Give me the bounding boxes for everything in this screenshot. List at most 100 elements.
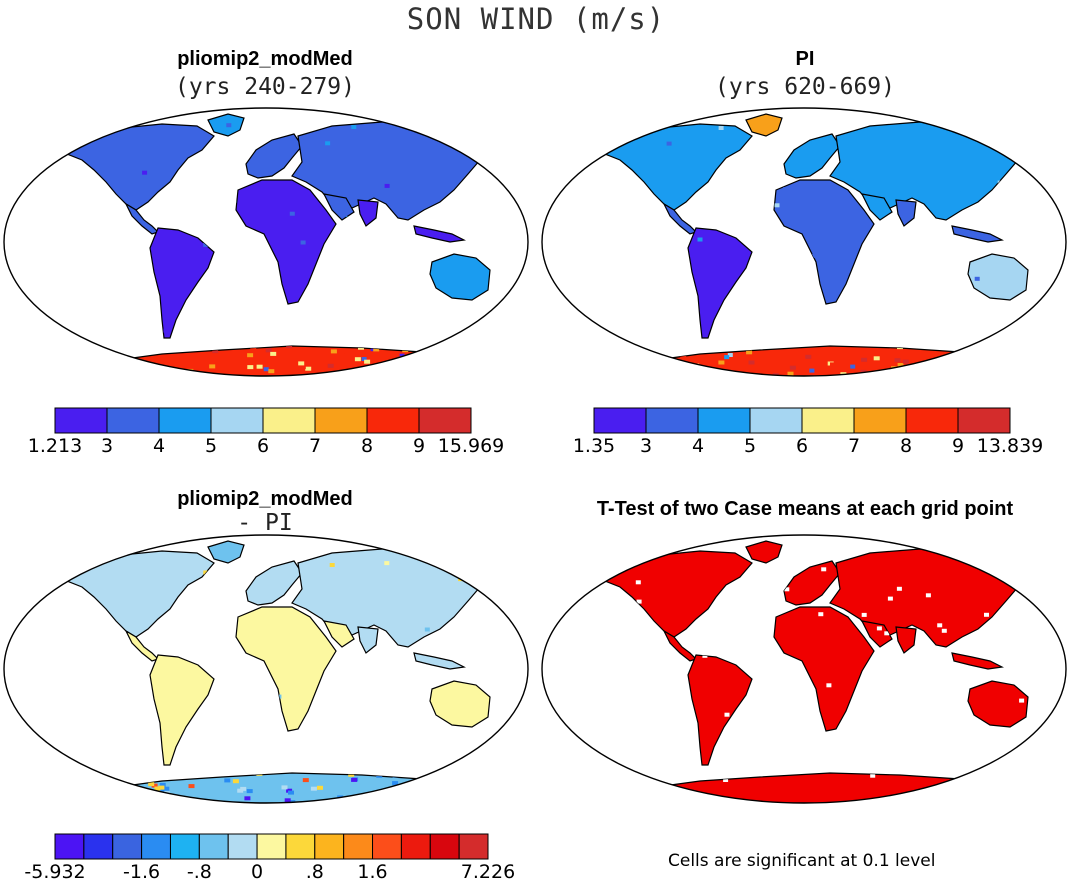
colorbar-tick-label: 5 — [743, 435, 757, 457]
colorbar-swatch — [749, 407, 803, 434]
colorbar-tick-label: 15.969 — [437, 435, 505, 457]
colorbar-tick-label: 0 — [251, 861, 264, 883]
colorbar-swatch — [285, 833, 316, 860]
colorbar-tick-label: 13.839 — [976, 435, 1044, 457]
colorbar-swatch — [227, 833, 258, 860]
colorbar-tick-label: 7 — [308, 435, 322, 457]
land-arabia — [860, 193, 893, 221]
colorbar-tick-label: -1.6 — [123, 861, 161, 883]
colorbar-swatch — [262, 407, 316, 434]
land-seAsiaIslands — [413, 225, 466, 243]
land-southAmerica — [687, 227, 753, 339]
colorbar-tick-label: 9 — [951, 435, 965, 457]
land-northAmerica — [60, 550, 215, 638]
colorbar-swatch — [83, 833, 114, 860]
land-southAmerica — [149, 227, 215, 339]
panel-1-subtitle: (yrs 240-279) — [174, 74, 355, 100]
colorbar-swatch — [418, 407, 472, 434]
map-border — [541, 534, 1067, 804]
colorbar-tick-label: 7.226 — [460, 861, 516, 883]
land-africa — [235, 179, 337, 305]
panel-4-title: T-Test of two Case means at each grid po… — [596, 498, 1014, 520]
figure-title: SON WIND (m/s) — [406, 2, 666, 36]
colorbar-tick-label: -.8 — [186, 861, 212, 883]
panel-3-subtitle: - PI — [237, 510, 293, 536]
land-india — [357, 199, 379, 227]
colorbar-tick-label: -5.932 — [24, 861, 86, 883]
map-border — [3, 534, 529, 804]
colorbar-swatch — [372, 833, 402, 860]
colorbar-swatch — [54, 833, 85, 860]
colorbar-swatch — [458, 833, 489, 860]
colorbar-swatch — [141, 833, 171, 860]
colorbar-tick-label: .8 — [305, 861, 324, 883]
colorbar-panel-3 — [54, 833, 489, 860]
land-southAmerica — [149, 654, 215, 766]
land-australia — [967, 680, 1029, 728]
map-panel-1 — [3, 107, 529, 377]
colorbar-swatch — [256, 833, 287, 860]
colorbar-tick-label: 1.6 — [357, 861, 388, 883]
colorbar-panel-2 — [593, 407, 1011, 434]
land-africa — [773, 179, 875, 305]
colorbar-swatch — [905, 407, 959, 434]
land-australia — [429, 253, 491, 301]
colorbar-tick-label: 4 — [152, 435, 166, 457]
colorbar-swatch — [400, 833, 431, 860]
land-greenland — [207, 540, 245, 564]
colorbar-tick-label: 8 — [899, 435, 913, 457]
colorbar-tick-label: 3 — [100, 435, 114, 457]
land-india — [895, 199, 917, 227]
colorbar-swatch — [343, 833, 374, 860]
colorbar-swatch — [645, 407, 699, 434]
colorbar-tick-label: 9 — [412, 435, 426, 457]
land-europe — [783, 560, 841, 606]
land-greenland — [745, 540, 783, 564]
panel-2-title: PI — [795, 48, 815, 70]
colorbar-swatch — [366, 407, 420, 434]
colorbar-swatch — [314, 833, 345, 860]
colorbar-swatch — [429, 833, 460, 860]
colorbar-tick-label: 3 — [639, 435, 653, 457]
land-seAsiaIslands — [413, 652, 466, 670]
colorbar-swatch — [158, 407, 212, 434]
land-africa — [235, 606, 337, 732]
significance-note: Cells are significant at 0.1 level — [668, 851, 936, 871]
land-australia — [429, 680, 491, 728]
colorbar-swatch — [198, 833, 229, 860]
map-border — [541, 107, 1067, 377]
colorbar-swatch — [801, 407, 855, 434]
colorbar-tick-label: 6 — [795, 435, 809, 457]
land-europe — [245, 133, 303, 179]
land-southAmerica — [687, 654, 753, 766]
land-arabia — [860, 620, 893, 648]
colorbar-swatch — [853, 407, 907, 434]
colorbar-swatch — [54, 407, 108, 434]
map-panel-2 — [541, 107, 1067, 377]
colorbar-panel-1 — [54, 407, 472, 434]
colorbar-tick-label: 5 — [204, 435, 218, 457]
colorbar-swatch — [106, 407, 160, 434]
land-greenland — [207, 113, 245, 137]
colorbar-tick-label: 1.35 — [572, 435, 616, 457]
colorbar-swatch — [593, 407, 647, 434]
map-panel-3 — [3, 534, 529, 804]
land-seAsiaIslands — [951, 225, 1004, 243]
land-europe — [245, 560, 303, 606]
colorbar-tick-label: 4 — [691, 435, 705, 457]
land-northAmerica — [598, 123, 753, 211]
colorbar-swatch — [697, 407, 751, 434]
land-northAmerica — [598, 550, 753, 638]
colorbar-tick-label: 6 — [256, 435, 270, 457]
land-northAmerica — [60, 123, 215, 211]
colorbar-swatch — [210, 407, 264, 434]
colorbar-tick-label: 7 — [847, 435, 861, 457]
land-india — [895, 626, 917, 654]
land-greenland — [745, 113, 783, 137]
colorbar-swatch — [314, 407, 368, 434]
map-border — [3, 107, 529, 377]
land-africa — [773, 606, 875, 732]
colorbar-swatch — [957, 407, 1011, 434]
map-panel-4 — [541, 534, 1067, 804]
panel-3-title: pliomip2_modMed — [177, 488, 353, 510]
